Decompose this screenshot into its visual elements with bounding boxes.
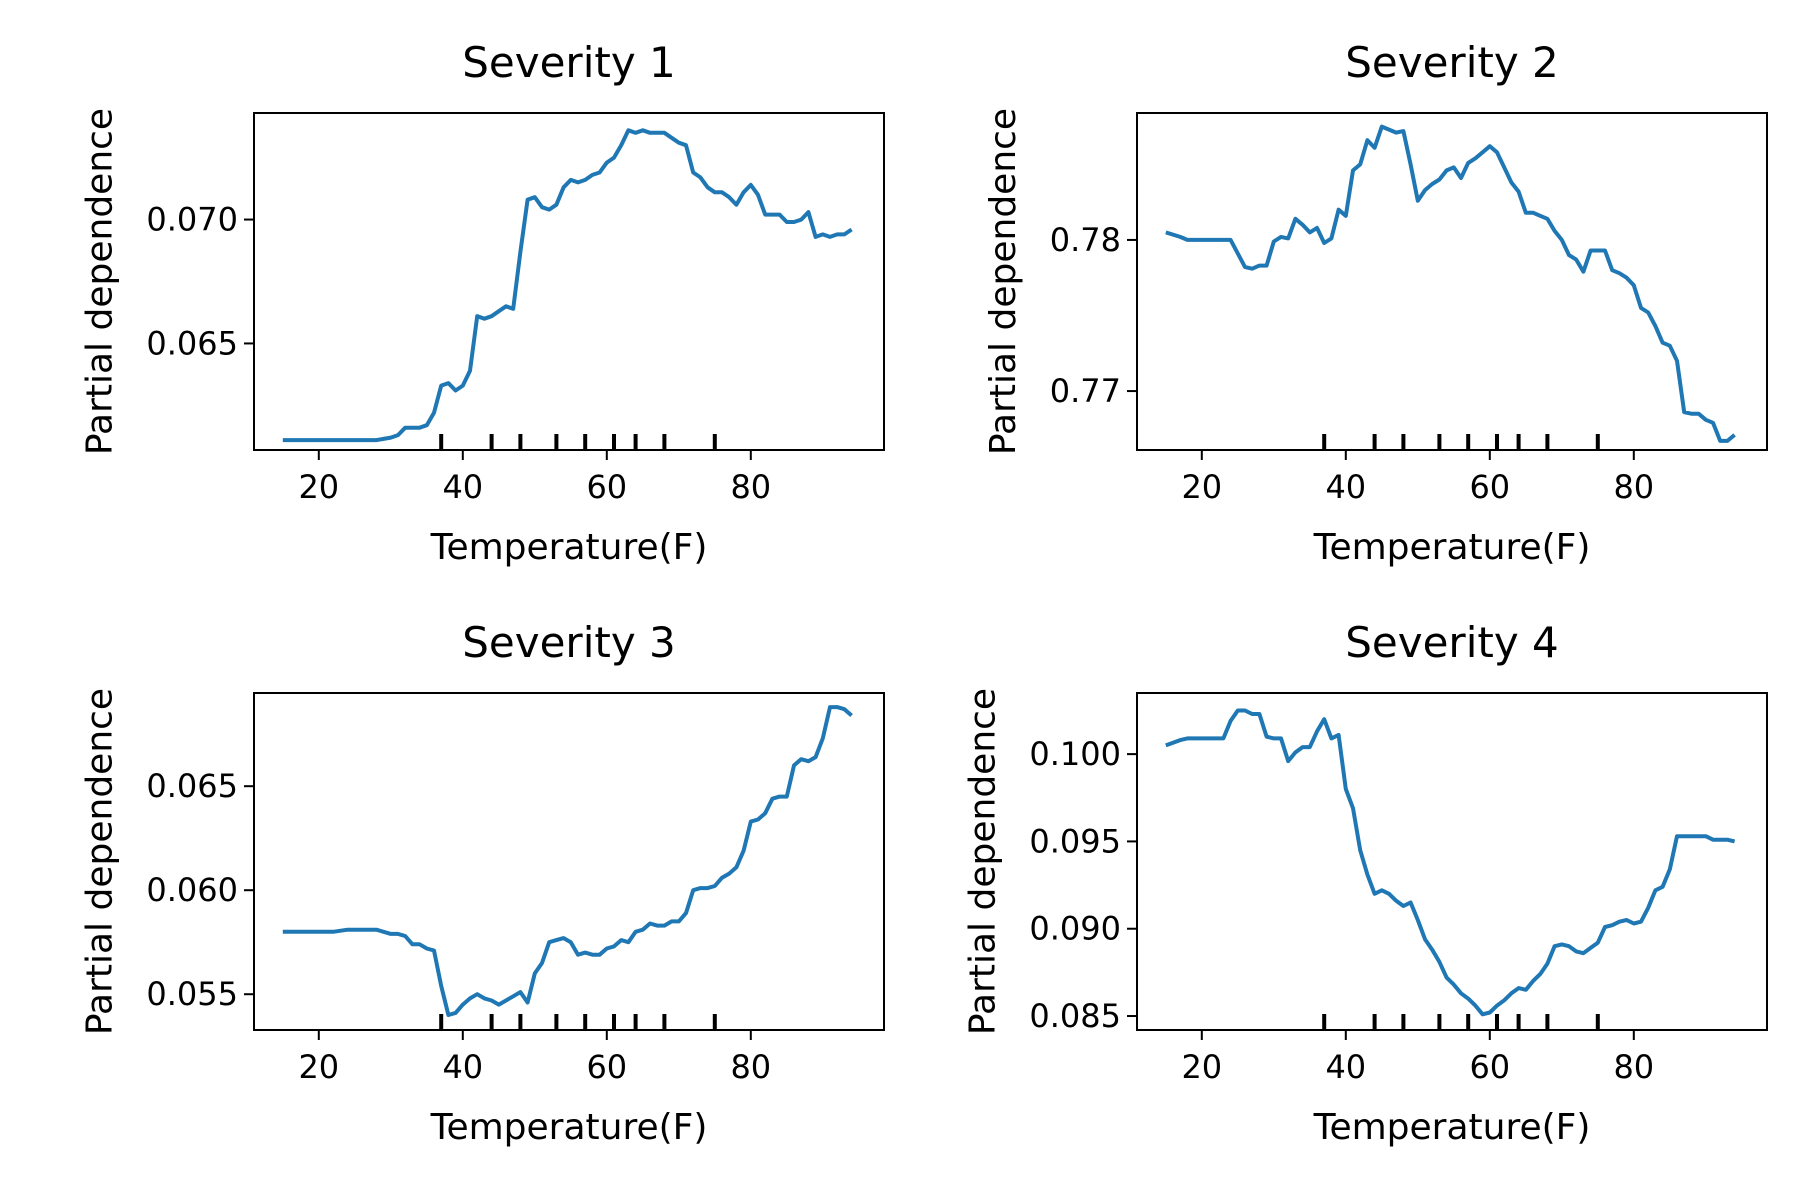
y-axis-label: Partial dependence <box>80 108 121 455</box>
series-line <box>282 128 853 443</box>
x-axis-label: Temperature(F) <box>1313 1107 1591 1148</box>
y-tick-label: 0.055 <box>146 975 238 1013</box>
chart-title: Severity 1 <box>462 38 676 87</box>
x-tick-label: 80 <box>730 468 771 506</box>
chart-panel-2: 20 40 60 80 0.77 0.78 Severity 2 Temperature(F)… <box>983 38 1768 568</box>
x-axis-label: Temperature(F) <box>430 527 708 568</box>
x-tick-label: 20 <box>298 1048 339 1086</box>
x-tick-label: 20 <box>1181 468 1222 506</box>
plot-frame <box>1136 692 1768 1031</box>
x-tick-label: 40 <box>442 468 483 506</box>
y-tick-label: 0.065 <box>146 767 238 805</box>
x-axis-label: Temperature(F) <box>430 1107 708 1148</box>
chart-panel-3: 20 40 60 80 0.055 0.060 0.065 Severity 3 Tempera… <box>80 618 885 1148</box>
x-tick-label: 80 <box>1613 1048 1654 1086</box>
y-tick-label: 0.77 <box>1050 372 1121 410</box>
plot-frame <box>1136 112 1768 451</box>
chart-panel-4: 20 40 60 80 0.085 0.090 0.095 0.100 Severity 4 Te… <box>963 618 1768 1148</box>
chart-title: Severity 3 <box>462 618 676 667</box>
chart-panel-1: 20 40 60 80 0.065 0.070 Severity 1 Temperature(… <box>80 38 885 568</box>
y-tick-label: 0.100 <box>1029 735 1121 773</box>
series-line <box>282 705 853 1017</box>
x-tick-label: 40 <box>1325 468 1366 506</box>
y-tick-label: 0.095 <box>1029 822 1121 860</box>
series-line <box>1165 708 1736 1017</box>
x-tick-label: 80 <box>1613 468 1654 506</box>
x-tick-label: 60 <box>586 468 627 506</box>
x-tick-label: 40 <box>442 1048 483 1086</box>
x-axis-label: Temperature(F) <box>1313 527 1591 568</box>
y-tick-label: 0.085 <box>1029 997 1121 1035</box>
y-tick-label: 0.070 <box>146 201 238 239</box>
chart-title: Severity 4 <box>1345 618 1559 667</box>
x-tick-label: 60 <box>1469 1048 1510 1086</box>
x-tick-label: 60 <box>1469 468 1510 506</box>
plot-frame <box>253 692 885 1031</box>
x-tick-label: 20 <box>298 468 339 506</box>
y-tick-label: 0.78 <box>1050 221 1121 259</box>
y-axis-label: Partial dependence <box>80 688 121 1035</box>
chart-title: Severity 2 <box>1345 38 1559 87</box>
y-tick-label: 0.060 <box>146 871 238 909</box>
x-tick-label: 60 <box>586 1048 627 1086</box>
x-tick-label: 20 <box>1181 1048 1222 1086</box>
y-tick-label: 0.065 <box>146 324 238 362</box>
plot-frame <box>253 112 885 451</box>
y-tick-label: 0.090 <box>1029 910 1121 948</box>
y-axis-label: Partial dependence <box>983 108 1024 455</box>
x-tick-label: 40 <box>1325 1048 1366 1086</box>
x-tick-label: 80 <box>730 1048 771 1086</box>
y-axis-label: Partial dependence <box>963 688 1004 1035</box>
series-line <box>1165 124 1736 443</box>
